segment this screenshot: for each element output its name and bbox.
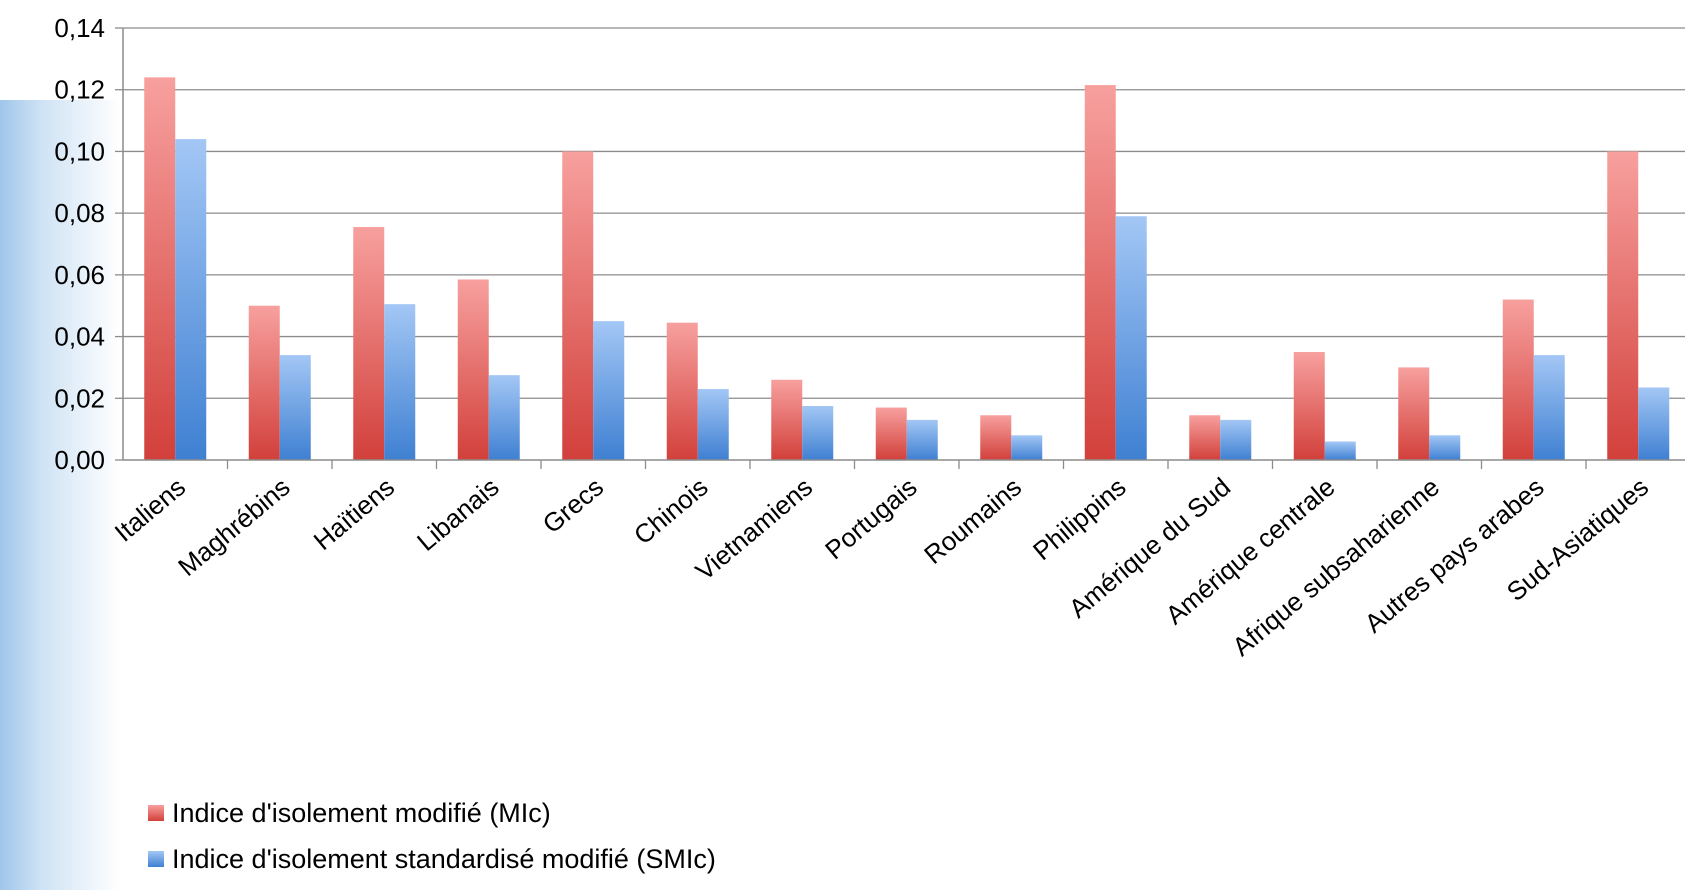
bar-mic	[457, 279, 489, 460]
bar-mic	[875, 407, 907, 460]
bar-mic	[666, 322, 698, 460]
bar-smic	[593, 321, 625, 460]
bar-smic	[802, 406, 834, 460]
bar-mic	[1084, 85, 1116, 460]
legend-item-mic: Indice d'isolement modifié (MIc)	[148, 790, 716, 836]
gridlines	[115, 27, 1685, 461]
bar-smic	[1324, 441, 1356, 460]
legend-swatch-smic	[148, 851, 164, 867]
x-category-label: Italiens	[109, 472, 191, 548]
bar-smic	[1011, 435, 1043, 460]
bar-smic	[175, 139, 207, 461]
axes	[122, 28, 1685, 469]
bar-mic	[1502, 299, 1534, 460]
bar-smic	[279, 355, 311, 460]
bar-mic	[1398, 367, 1430, 460]
x-category-label: Vietnamiens	[690, 472, 819, 587]
y-tick-label: 0,14	[54, 13, 105, 43]
x-category-label: Portugais	[819, 472, 922, 566]
bar-mic	[1189, 415, 1221, 460]
y-tick-label: 0,02	[54, 383, 105, 413]
bar-smic	[1429, 435, 1461, 460]
y-tick-label: 0,06	[54, 260, 105, 290]
bar-mic	[1293, 352, 1325, 460]
bar-mic	[248, 305, 280, 460]
bar-mic	[144, 77, 176, 460]
x-category-label: Autres pays arabes	[1359, 472, 1550, 639]
x-category-label: Chinois	[628, 472, 714, 551]
legend-item-smic: Indice d'isolement standardisé modifié (…	[148, 836, 716, 882]
bar-mic	[1607, 151, 1639, 460]
legend: Indice d'isolement modifié (MIc) Indice …	[148, 790, 716, 882]
x-category-label: Libanais	[411, 472, 504, 557]
bars	[144, 77, 1670, 461]
x-category-label: Amérique centrale	[1160, 472, 1341, 631]
bar-mic	[771, 379, 803, 460]
x-category-label: Afrique subsaharienne	[1227, 472, 1446, 662]
bar-smic	[1638, 387, 1670, 460]
bar-smic	[488, 375, 520, 460]
y-axis-tick-labels: 0,00 0,02 0,04 0,06 0,08 0,10 0,12 0,14	[54, 13, 105, 475]
x-category-label: Grecs	[537, 472, 609, 540]
x-category-label: Maghrébins	[172, 472, 295, 582]
y-tick-label: 0,10	[54, 136, 105, 166]
y-tick-label: 0,08	[54, 198, 105, 228]
bar-smic	[1533, 355, 1565, 460]
bar-smic	[384, 304, 416, 460]
x-category-label: Haïtiens	[308, 472, 400, 556]
legend-swatch-mic	[148, 805, 164, 821]
x-category-label: Philippins	[1027, 472, 1132, 567]
legend-label-mic: Indice d'isolement modifié (MIc)	[172, 797, 551, 828]
bar-smic	[906, 419, 938, 460]
y-tick-label: 0,04	[54, 322, 105, 352]
bar-mic	[562, 151, 594, 460]
bar-mic	[353, 227, 385, 460]
x-category-label: Roumains	[918, 472, 1027, 570]
y-tick-label: 0,12	[54, 75, 105, 105]
bar-mic	[980, 415, 1012, 460]
y-tick-label: 0,00	[54, 445, 105, 475]
bar-smic	[1220, 419, 1252, 460]
side-decoration-panel	[0, 100, 120, 890]
bar-smic	[1115, 216, 1147, 460]
legend-label-smic: Indice d'isolement standardisé modifié (…	[172, 843, 716, 874]
bar-smic	[697, 389, 729, 460]
